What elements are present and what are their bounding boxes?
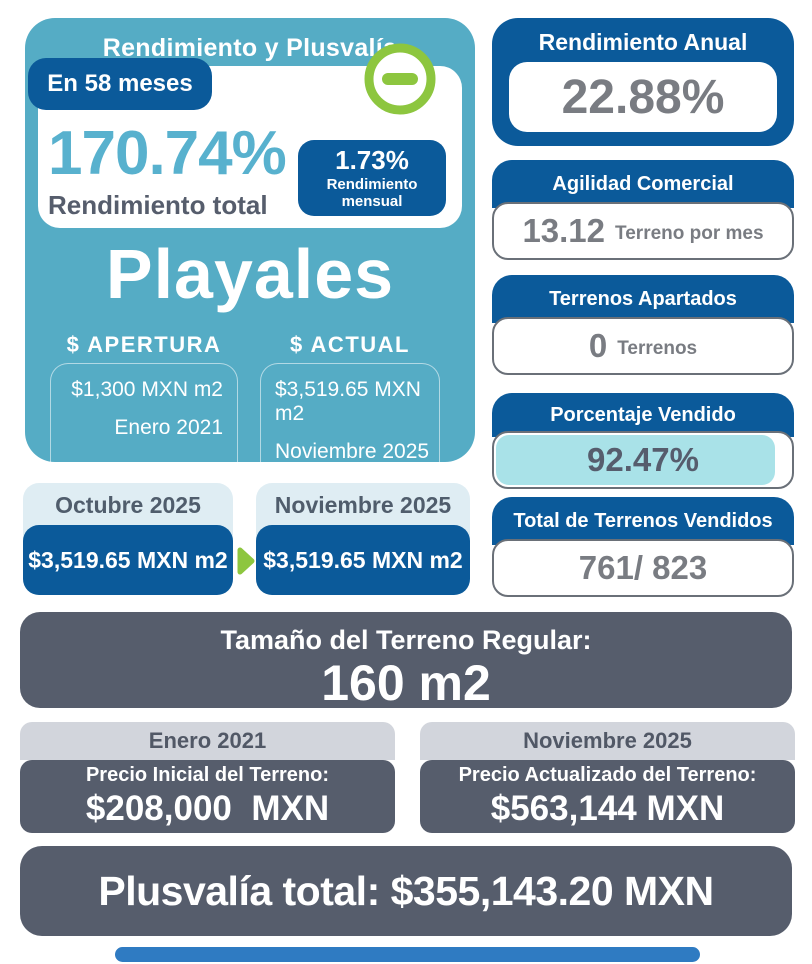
percent-sold-title: Porcentaje Vendido [492,393,794,437]
month-card-november: Noviembre 2025 $3,519.65 MXN m2 [256,483,470,595]
updated-price-body: Precio Actualizado del Terreno: $563,144… [420,760,795,833]
total-sold-title: Total de Terrenos Vendidos [492,497,794,545]
performance-card-title: Rendimiento y Plusvalía [102,34,398,62]
monthly-return-badge: 1.73% Rendimiento mensual [298,140,446,216]
project-name: Playales [105,235,395,313]
opening-price-header: $ APERTURA [66,332,222,357]
updated-price-value: $563,144 MXN [490,789,725,828]
current-price-value: $3,519.65 MXN m2 [275,378,421,425]
bottom-accent-bar [115,947,700,962]
initial-price-body: Precio Inicial del Terreno: $208,000 MXN [20,760,395,833]
initial-price-label: Precio Inicial del Terreno: [85,764,330,786]
updated-price-label: Precio Actualizado del Terreno: [458,764,757,786]
current-price-date: Noviembre 2025 [275,440,430,463]
reserved-lots-title: Terrenos Apartados [492,275,794,323]
total-sold-body: 761/ 823 [492,539,794,597]
total-gain-bar: Plusvalía total: $355,143.20 MXN [20,846,792,936]
percent-sold-card: Porcentaje Vendido 92.47% [492,393,794,489]
opening-price-value: $1,300 MXN m2 [71,378,223,401]
total-return-label: Rendimiento total [48,190,268,220]
annual-return-value: 22.88% [509,62,777,132]
reserved-lots-body: 0 Terrenos [492,317,794,375]
green-arrow-icon [236,546,256,576]
initial-price-date: Enero 2021 [20,722,395,760]
opening-price-box: $1,300 MXN m2 Enero 2021 [50,363,238,462]
commercial-agility-body: 13.12 Terreno por mes [492,202,794,260]
annual-return-title: Rendimiento Anual [538,29,748,55]
lot-size-value: 160 m2 [321,655,491,711]
monthly-return-value: 1.73% [335,144,409,175]
percent-sold-body: 92.47% [492,431,794,489]
annual-return-card: Rendimiento Anual 22.88% [492,18,794,146]
month-label-october: Octubre 2025 [55,492,201,518]
period-badge: En 58 meses [28,58,212,110]
updated-price-card: Noviembre 2025 Precio Actualizado del Te… [420,722,795,833]
opening-price-date: Enero 2021 [114,416,223,439]
initial-price-value: $208,000 MXN [85,789,330,828]
reserved-lots-value: 0 [588,327,608,364]
current-price-box: $3,519.65 MXN m2 Noviembre 2025 [260,363,440,463]
percent-sold-value: 92.47% [587,441,699,478]
reserved-lots-unit: Terrenos [617,338,698,359]
month-label-november: Noviembre 2025 [274,492,452,518]
lot-size-bar: Tamaño del Terreno Regular: 160 m2 [20,612,792,711]
percent-sold-progress-bar [496,435,775,485]
updated-price-date: Noviembre 2025 [420,722,795,760]
current-price-header: $ ACTUAL [290,332,410,357]
commercial-agility-value: 13.12 [522,212,606,249]
performance-card: Rendimiento y Plusvalía En 58 meses 170.… [25,18,475,463]
lot-size-label: Tamaño del Terreno Regular: [220,625,592,655]
initial-price-card: Enero 2021 Precio Inicial del Terreno: $… [20,722,395,833]
monthly-return-label-line1: Rendimiento [326,175,418,193]
commercial-agility-card: Agilidad Comercial 13.12 Terreno por mes [492,160,794,260]
reserved-lots-card: Terrenos Apartados 0 Terrenos [492,275,794,375]
month-price-november: $3,519.65 MXN m2 [256,525,470,595]
total-sold-value: 761/ 823 [578,549,708,586]
monthly-return-label-line2: mensual [341,192,403,210]
total-return-value: 170.74% [48,119,287,188]
commercial-agility-title: Agilidad Comercial [492,160,794,208]
commercial-agility-unit: Terreno por mes [615,223,764,244]
total-sold-card: Total de Terrenos Vendidos 761/ 823 [492,497,794,597]
month-card-october: Octubre 2025 $3,519.65 MXN m2 [23,483,233,595]
month-price-october: $3,519.65 MXN m2 [23,525,233,595]
minus-circle-icon [363,42,437,116]
